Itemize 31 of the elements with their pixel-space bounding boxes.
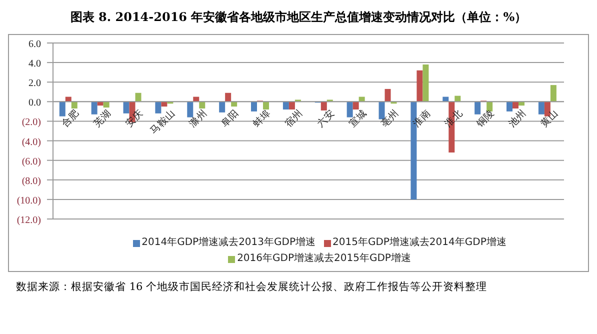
x-tick-label: 铜陵 bbox=[474, 106, 497, 130]
x-tick-label: 合肥 bbox=[59, 106, 82, 130]
x-tick-label: 淮北 bbox=[442, 106, 465, 130]
x-tick-label: 滁州 bbox=[186, 106, 210, 130]
y-tick-label: 2.0 bbox=[28, 78, 41, 90]
x-tick-label: 宣城 bbox=[346, 106, 370, 130]
legend-label: 2015年GDP增速减去2014年GDP增速 bbox=[332, 236, 506, 250]
x-tick-label: 淮南 bbox=[410, 106, 434, 130]
x-tick-label: 蚌埠 bbox=[250, 106, 274, 130]
y-tick-label: (4.0) bbox=[22, 136, 41, 148]
x-tick-label: 池州 bbox=[506, 106, 529, 130]
y-tick-label: 4.0 bbox=[28, 58, 41, 70]
x-tick-label: 阜阳 bbox=[218, 106, 242, 130]
y-tick-label: (6.0) bbox=[22, 156, 41, 168]
y-tick-label: (10.0) bbox=[16, 195, 41, 206]
x-tick-label: 芜湖 bbox=[91, 106, 114, 130]
x-tick-label: 安庆 bbox=[122, 106, 146, 130]
y-tick-label: 0.0 bbox=[28, 98, 41, 109]
source-note: 数据来源：根据安徽省 16 个地级市国民经济和社会发展统计公报、政府工作报告等公开资料整理 bbox=[15, 280, 488, 294]
chart-title: 图表 8. 2014-2016 年安徽省各地级市地区生产总值增速变动情况对比（单位：%） bbox=[69, 9, 528, 26]
y-tick-label: (8.0) bbox=[22, 176, 41, 187]
y-tick-label: (2.0) bbox=[22, 117, 41, 128]
x-tick-label: 六安 bbox=[314, 106, 338, 130]
y-tick-label: 6.0 bbox=[28, 39, 41, 50]
legend-label: 2014年GDP增速减去2013年GDP增速 bbox=[140, 236, 316, 250]
x-tick-label: 黄山 bbox=[538, 106, 561, 130]
x-tick-label: 亳州 bbox=[378, 106, 402, 130]
x-tick-label: 宿州 bbox=[282, 106, 306, 130]
y-tick-label: (12.0) bbox=[16, 215, 41, 226]
x-tick-label: 马鞍山 bbox=[148, 106, 178, 137]
legend-label: 2016年GDP增速减去2015年GDP增速 bbox=[236, 252, 411, 266]
